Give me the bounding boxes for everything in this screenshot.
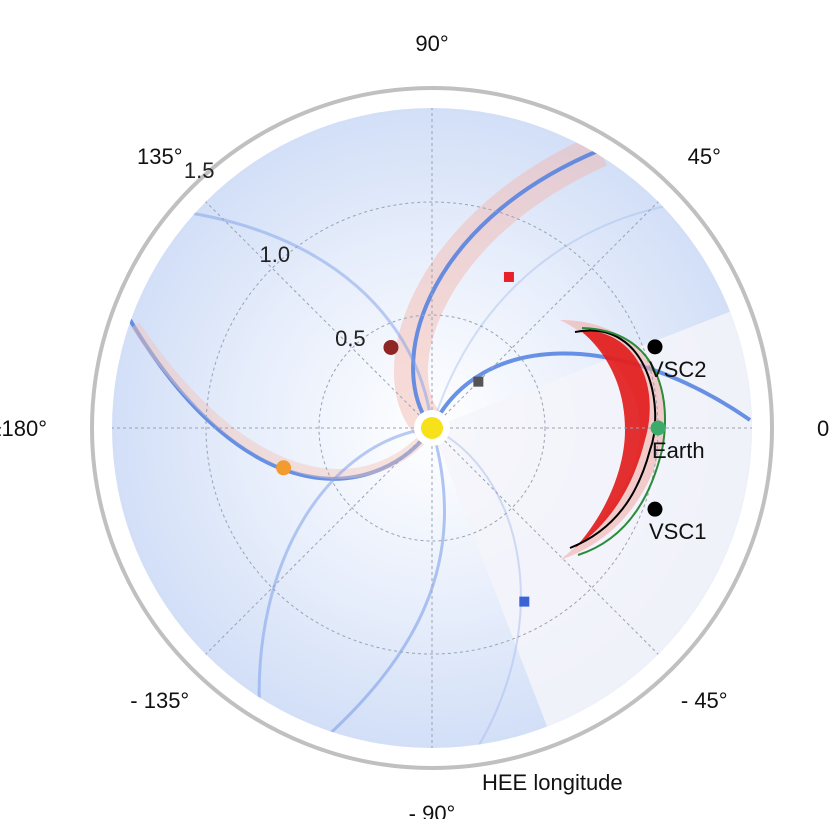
axis-title: HEE longitude: [482, 770, 623, 795]
point-label-VSC2: VSC2: [649, 357, 706, 382]
angular-tick-label: - 135°: [130, 688, 189, 713]
point-red-square: [503, 271, 514, 282]
spiral-arm-1-edge: [411, 148, 601, 430]
data-points: VSC2 Earth VSC1: [276, 271, 706, 607]
angular-grid-line: [205, 201, 433, 429]
plot-area: [90, 86, 774, 770]
cme-front: [575, 330, 650, 548]
solar-wind-field: [128, 134, 752, 748]
angular-grid-line: [431, 427, 659, 655]
outer-ring: [90, 86, 774, 770]
spiral-arm-2-glow: [130, 322, 436, 479]
spiral-arm-2: [128, 318, 434, 481]
angular-tick-label: 0°: [817, 416, 830, 441]
spiral-arm-6: [169, 208, 434, 429]
point-blue-square: [519, 596, 530, 607]
angular-tick-labels: 90° 45° 0° - 45° - 90° - 135° ±180° 135°: [0, 31, 830, 819]
angular-tick-label: 45°: [688, 144, 721, 169]
radial-tick-labels: 0.5 1.0 1.5: [184, 158, 366, 351]
point-label-VSC1: VSC1: [649, 519, 706, 544]
angular-tick-label: - 90°: [409, 801, 456, 819]
spiral-arm-3: [430, 351, 752, 429]
angular-grid: [112, 108, 752, 748]
point-dark-red-point: [383, 339, 399, 355]
radial-tick-label: 1.5: [184, 158, 215, 183]
cme-outline-green: [577, 327, 667, 556]
angular-tick-label: 135°: [137, 144, 183, 169]
point-label-Earth: Earth: [652, 438, 705, 463]
angular-grid-line: [205, 427, 433, 655]
angular-tick-label: 90°: [415, 31, 448, 56]
point-orange-point: [276, 460, 292, 476]
point-Earth: [650, 420, 666, 436]
angular-tick-label: ±180°: [0, 416, 47, 441]
point-VSC2: [647, 339, 663, 355]
spiral-arm-4: [299, 427, 446, 748]
point-VSC1: [647, 501, 663, 517]
spiral-arm-5: [257, 426, 433, 721]
cme-outline-black: [569, 329, 657, 549]
point-gray-square: [473, 376, 484, 387]
radial-tick-label: 1.0: [259, 242, 290, 267]
spiral-arm-8: [431, 199, 701, 429]
sun-core: [421, 417, 443, 439]
angular-tick-label: - 45°: [681, 688, 728, 713]
grid-circle-0.5: [318, 314, 546, 542]
spiral-arm-7: [431, 427, 522, 748]
angular-grid-line: [431, 201, 659, 429]
radial-tick-label: 0.5: [335, 326, 366, 351]
